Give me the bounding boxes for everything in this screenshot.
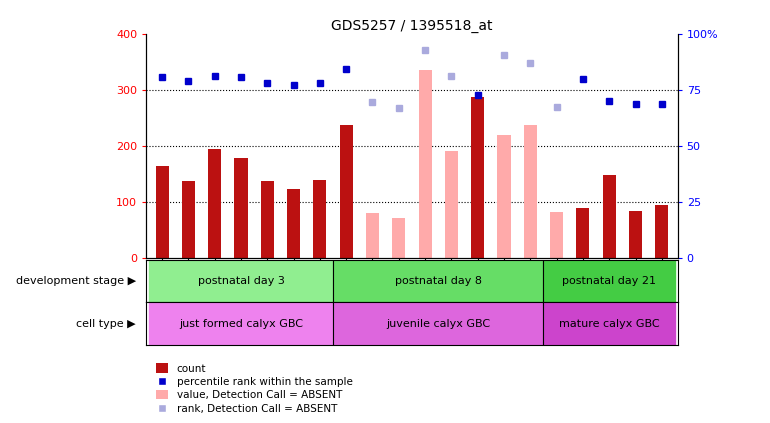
Bar bbox=[576, 208, 590, 258]
Text: mature calyx GBC: mature calyx GBC bbox=[559, 319, 660, 329]
Text: just formed calyx GBC: just formed calyx GBC bbox=[179, 319, 303, 329]
Bar bbox=[182, 181, 195, 258]
Bar bbox=[208, 149, 221, 258]
Bar bbox=[333, 260, 544, 302]
Bar bbox=[445, 151, 458, 258]
Bar bbox=[333, 302, 544, 345]
Bar bbox=[603, 175, 616, 258]
Title: GDS5257 / 1395518_at: GDS5257 / 1395518_at bbox=[331, 19, 493, 33]
Bar bbox=[234, 158, 248, 258]
Bar bbox=[524, 125, 537, 258]
Bar bbox=[544, 260, 675, 302]
Bar bbox=[471, 97, 484, 258]
Bar bbox=[497, 135, 511, 258]
Text: postnatal day 3: postnatal day 3 bbox=[198, 276, 284, 286]
Bar bbox=[149, 302, 333, 345]
Bar bbox=[313, 180, 326, 258]
Text: development stage ▶: development stage ▶ bbox=[15, 276, 136, 286]
Bar bbox=[261, 181, 274, 258]
Bar bbox=[629, 211, 642, 258]
Bar bbox=[287, 189, 300, 258]
Bar bbox=[340, 125, 353, 258]
Text: juvenile calyx GBC: juvenile calyx GBC bbox=[387, 319, 490, 329]
Text: postnatal day 8: postnatal day 8 bbox=[395, 276, 482, 286]
Bar bbox=[419, 70, 432, 258]
Bar bbox=[392, 218, 405, 258]
Bar bbox=[149, 260, 333, 302]
Bar bbox=[156, 165, 169, 258]
Text: postnatal day 21: postnatal day 21 bbox=[562, 276, 656, 286]
Bar bbox=[550, 212, 563, 258]
Bar bbox=[655, 205, 668, 258]
Legend: count, percentile rank within the sample, value, Detection Call = ABSENT, rank, : count, percentile rank within the sample… bbox=[152, 359, 357, 418]
Bar bbox=[544, 302, 675, 345]
Text: cell type ▶: cell type ▶ bbox=[76, 319, 136, 329]
Bar bbox=[366, 213, 379, 258]
